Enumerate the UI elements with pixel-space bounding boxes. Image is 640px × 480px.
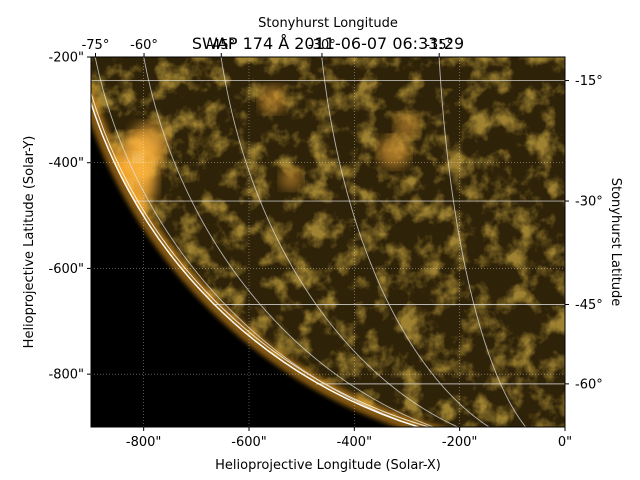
chart-title: SWAP 174 Å 2011-06-07 06:33:29 [192, 34, 464, 53]
plot-frame [90, 56, 566, 428]
bright-region [279, 167, 303, 191]
top-tick-label: -30° [308, 38, 336, 53]
top-tick-label: -75° [82, 38, 110, 53]
x-axis-label: Helioprojective Longitude (Solar-X) [215, 458, 441, 473]
x-tick-label: 0" [558, 435, 572, 450]
top-tick-label: -60° [130, 38, 158, 53]
plot-area [90, 56, 566, 428]
axes: -800" -600" -400" -200" 0" -200" -400" -600" -80… [49, 38, 603, 450]
bright-region [394, 113, 420, 139]
x-tick-label: -400" [337, 435, 372, 450]
top-tick-label: -45° [207, 38, 235, 53]
y-tick-label: -600" [49, 262, 84, 277]
bright-region [129, 122, 169, 161]
bright-region [377, 136, 410, 169]
top-axis-label: Stonyhurst Longitude [258, 16, 398, 31]
right-tick-label: -30° [575, 195, 603, 210]
x-tick-label: -600" [231, 435, 266, 450]
right-axis-label: Stonyhurst Latitude [608, 178, 623, 307]
y-tick-label: -400" [49, 156, 84, 171]
stonyhurst-grid [91, 57, 565, 427]
y-tick-label: -200" [49, 51, 84, 66]
y-tick-label: -800" [49, 368, 84, 383]
right-tick-label: -15° [575, 74, 603, 89]
top-tick-label: -15° [425, 38, 453, 53]
y-axis-label: Helioprojective Latitude (Solar-Y) [22, 136, 37, 349]
x-tick-label: -200" [442, 435, 477, 450]
x-tick-label: -800" [126, 435, 161, 450]
right-tick-label: -45° [575, 298, 603, 313]
bright-region [259, 85, 287, 113]
grid-lines [91, 57, 565, 427]
right-tick-label: -60° [575, 377, 603, 392]
